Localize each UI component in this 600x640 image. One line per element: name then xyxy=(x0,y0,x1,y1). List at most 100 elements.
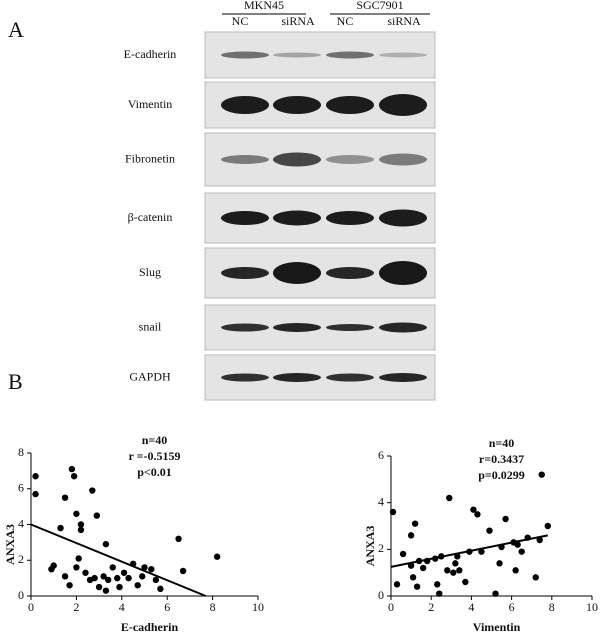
point xyxy=(407,562,415,569)
band xyxy=(221,211,269,225)
point xyxy=(32,490,39,498)
x-tick-label: 4 xyxy=(119,600,125,614)
point xyxy=(456,567,463,574)
point xyxy=(474,511,481,518)
band xyxy=(273,52,321,58)
lane-label: siRNA xyxy=(387,14,421,28)
row-label: Slug xyxy=(139,265,161,279)
point xyxy=(434,581,441,588)
band xyxy=(379,322,427,333)
band xyxy=(379,261,427,285)
band xyxy=(221,267,269,279)
point xyxy=(120,569,128,576)
group-label: MKN45 xyxy=(244,0,284,12)
point xyxy=(450,569,457,576)
y-tick-label: 2 xyxy=(18,552,24,566)
row-label: GAPDH xyxy=(129,369,171,383)
point xyxy=(389,508,397,516)
y-axis-label: ANXA3 xyxy=(363,526,377,567)
point xyxy=(502,515,509,523)
point xyxy=(89,487,96,494)
point xyxy=(157,585,164,593)
point xyxy=(82,569,89,576)
point xyxy=(102,587,110,594)
y-tick-label: 8 xyxy=(18,445,24,459)
band xyxy=(326,324,374,331)
point xyxy=(532,574,539,581)
band xyxy=(379,94,427,116)
point xyxy=(66,582,73,589)
point xyxy=(77,521,85,528)
point xyxy=(75,555,82,562)
point xyxy=(77,526,85,534)
band xyxy=(221,155,269,164)
point xyxy=(175,535,182,542)
point xyxy=(70,473,78,480)
panel-label: B xyxy=(8,369,23,394)
point xyxy=(100,573,107,580)
point xyxy=(61,573,69,580)
y-tick-label: 0 xyxy=(18,588,24,602)
band xyxy=(326,51,374,59)
point xyxy=(470,506,477,513)
point xyxy=(68,465,76,473)
y-axis-label: ANXA3 xyxy=(3,524,17,565)
point xyxy=(409,574,417,581)
annotation: n=40 xyxy=(142,433,168,447)
point xyxy=(524,534,531,541)
x-tick-label: 10 xyxy=(586,600,598,614)
panel-label: A xyxy=(8,17,24,42)
point xyxy=(452,560,459,567)
point xyxy=(104,576,112,584)
point xyxy=(538,471,545,478)
band xyxy=(221,323,269,332)
group-label: SGC7901 xyxy=(356,0,403,12)
band xyxy=(221,51,269,59)
y-tick-label: 0 xyxy=(378,588,384,602)
point xyxy=(399,550,407,558)
row-label: E-cadherin xyxy=(124,47,177,61)
point xyxy=(466,548,473,555)
point xyxy=(454,553,461,560)
point xyxy=(73,564,80,571)
point xyxy=(141,564,148,571)
x-tick-label: 2 xyxy=(73,600,79,614)
point xyxy=(536,536,543,544)
point xyxy=(419,564,427,572)
x-tick-label: 8 xyxy=(549,600,555,614)
point xyxy=(432,555,439,562)
point xyxy=(179,567,187,575)
y-tick-label: 4 xyxy=(378,494,384,508)
point xyxy=(50,562,57,569)
point xyxy=(498,543,505,551)
point xyxy=(407,532,415,539)
y-tick-label: 6 xyxy=(378,448,384,462)
band xyxy=(379,209,427,227)
band xyxy=(273,96,321,114)
band xyxy=(273,152,321,167)
band xyxy=(326,267,374,279)
band xyxy=(273,262,321,284)
lane-label: NC xyxy=(232,14,249,28)
point xyxy=(393,581,401,588)
x-tick-label: 4 xyxy=(468,600,474,614)
point xyxy=(114,574,121,582)
band xyxy=(379,153,427,166)
point xyxy=(32,473,39,480)
point xyxy=(57,524,64,532)
annotation: n=40 xyxy=(489,436,515,450)
point xyxy=(423,557,431,565)
point xyxy=(444,567,451,574)
point xyxy=(462,578,469,586)
x-tick-label: 0 xyxy=(388,600,394,614)
x-tick-label: 0 xyxy=(28,600,34,614)
y-tick-label: 2 xyxy=(378,541,384,555)
point xyxy=(514,541,521,548)
point xyxy=(446,494,453,502)
annotation: p=0.0299 xyxy=(478,468,525,482)
row-label: Fibronetin xyxy=(125,151,175,165)
point xyxy=(486,527,493,534)
band xyxy=(326,155,374,164)
